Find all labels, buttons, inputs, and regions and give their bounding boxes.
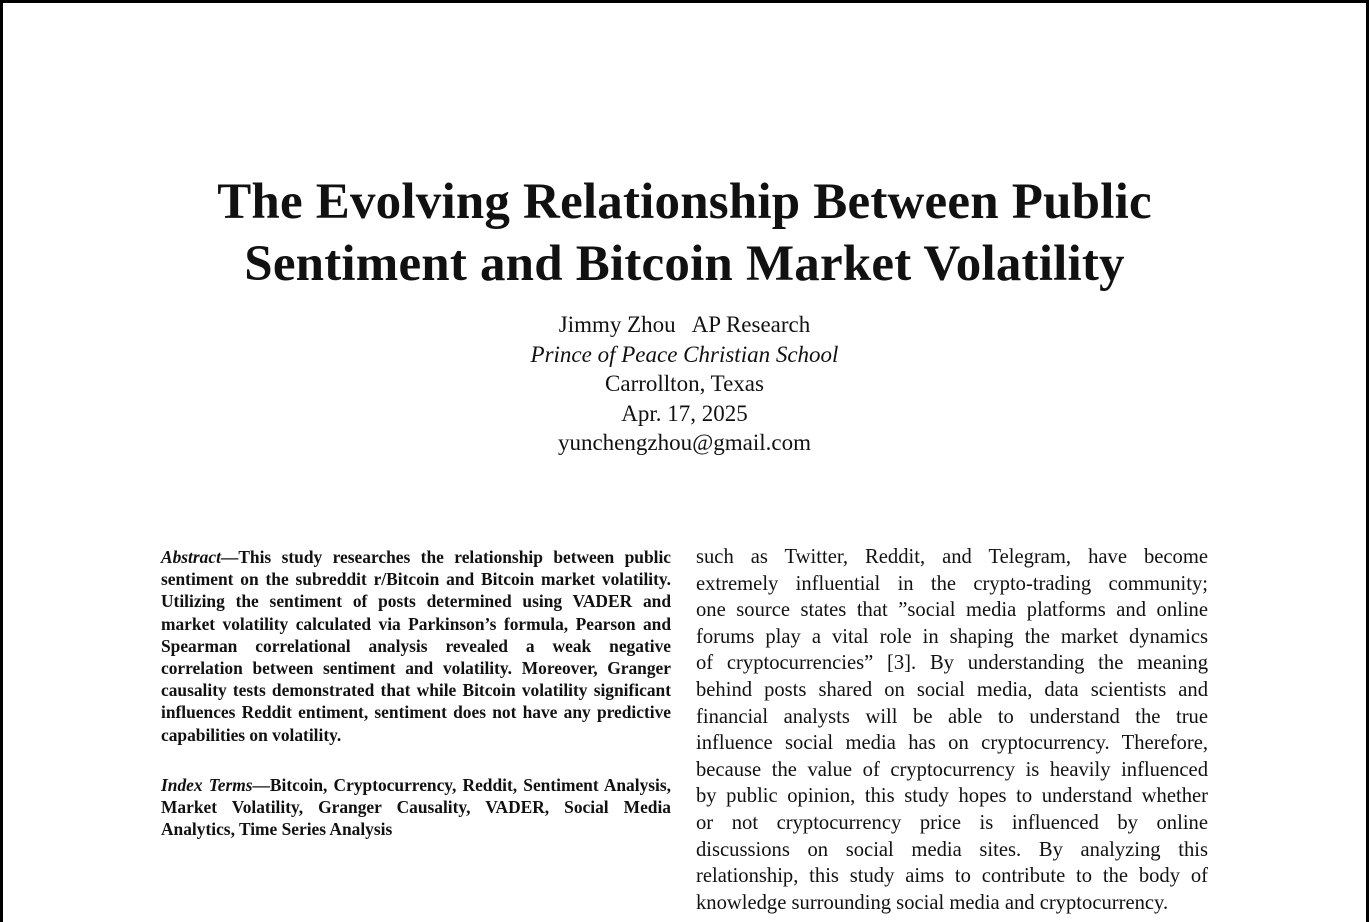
paper-page: The Evolving Relationship Between Public… (3, 3, 1366, 922)
body-line: influence social media has on cryptocurr… (696, 732, 1208, 755)
left-column: Abstract—This study researches the relat… (161, 546, 671, 840)
body-line: by public opinion, this study hopes to u… (696, 785, 1208, 808)
body-line: of cryptocurrencies” [3]. By understandi… (696, 652, 1208, 675)
body-line: financial analysts will be able to under… (696, 705, 1208, 728)
date: Apr. 17, 2025 (621, 400, 748, 426)
title-line: Sentiment and Bitcoin Market Volatility (244, 236, 1125, 292)
author-block: Jimmy Zhou AP Research Prince of Peace C… (3, 310, 1366, 458)
abstract: Abstract—This study researches the relat… (161, 546, 671, 746)
body-line: or not cryptocurrency price is influence… (696, 811, 1208, 834)
body-line: relationship, this study aims to contrib… (696, 865, 1208, 888)
index-terms-text: Bitcoin, Cryptocurrency, Reddit, Sentime… (161, 774, 671, 840)
affiliation: Prince of Peace Christian School (530, 341, 839, 367)
index-terms: Index Terms—Bitcoin, Cryptocurrency, Red… (161, 774, 671, 841)
body-line: because the value of cryptocurrency is h… (696, 758, 1208, 781)
abstract-text: This study researches the relationship b… (161, 547, 671, 745)
body-line: one source states that ”social media pla… (696, 599, 1208, 622)
right-column: such as Twitter, Reddit, and Telegram, h… (696, 544, 1208, 916)
body-line: such as Twitter, Reddit, and Telegram, h… (696, 546, 1208, 568)
body-line: extremely influential in the crypto-trad… (696, 572, 1208, 595)
body-line: behind posts shared on social media, dat… (696, 678, 1208, 701)
index-terms-dash: — (252, 774, 270, 795)
title-line: The Evolving Relationship Between Public (217, 174, 1152, 230)
index-terms-label: Index Terms (161, 774, 253, 795)
abstract-dash: — (220, 547, 239, 567)
body-line: discussions on social media sites. By an… (696, 838, 1208, 861)
paper-title: The Evolving Relationship Between Public… (3, 171, 1366, 295)
author-line: Jimmy Zhou AP Research (558, 312, 811, 337)
body-line: knowledge surrounding social media and c… (696, 891, 1169, 914)
body-line: forums play a vital role in shaping the … (696, 625, 1208, 648)
location: Carrollton, Texas (605, 371, 764, 397)
email: yunchengzhou@gmail.com (557, 430, 812, 456)
abstract-label: Abstract (161, 547, 221, 567)
